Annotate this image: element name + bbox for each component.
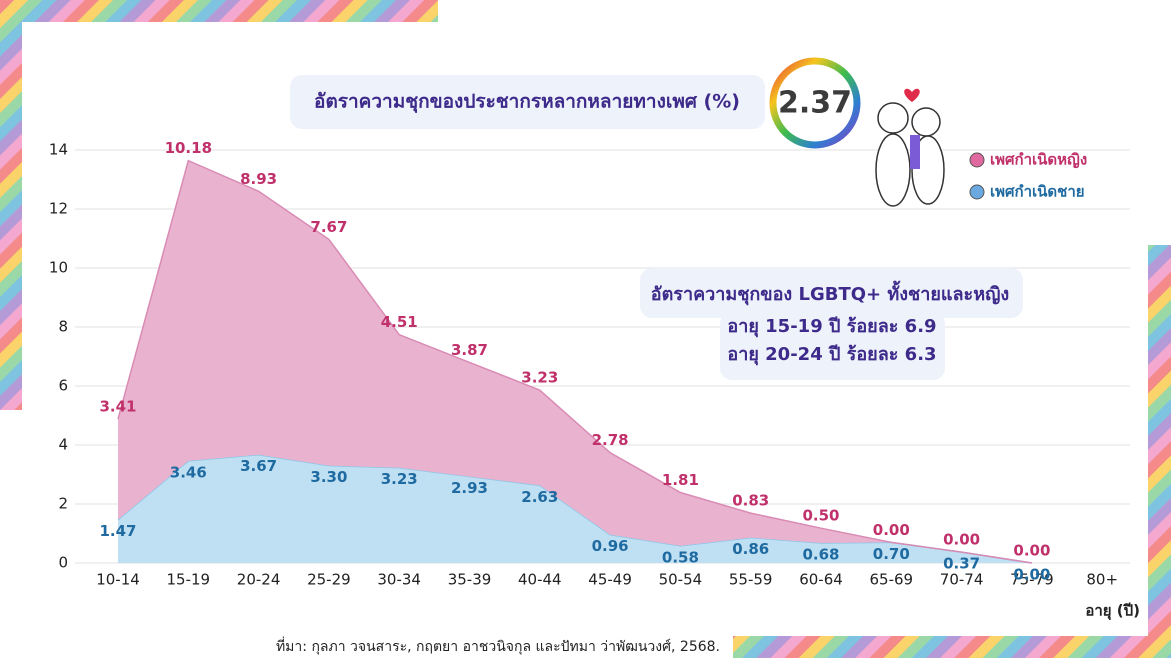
y-tick-label: 10 — [49, 259, 68, 277]
x-tick-label: 70-74 — [940, 571, 984, 589]
annotation: อายุ 20-24 ปี ร้อยละ 6.3 — [727, 344, 936, 366]
legend-marker — [969, 184, 985, 200]
data-label: 2.78 — [592, 431, 629, 449]
data-label: 3.30 — [310, 468, 347, 486]
data-label: 2.93 — [451, 479, 488, 497]
y-tick-label: 0 — [58, 554, 68, 572]
x-tick-label: 75-79 — [1010, 571, 1054, 589]
area — [118, 454, 1032, 563]
area — [118, 160, 1032, 563]
legend-label: เพศกำเนิดชาย — [990, 183, 1085, 201]
chart-title: อัตราความชุกของประชากรหลากหลายทางเพศ (%) — [314, 91, 740, 114]
source-note: ที่มา: กุลภา วจนสาระ, กฤตยา อาชวนิจกุล แ… — [276, 637, 720, 655]
data-label: 3.23 — [521, 369, 558, 387]
x-tick-label: 15-19 — [167, 571, 211, 589]
data-label: 0.70 — [873, 545, 910, 563]
data-label: 2.63 — [521, 488, 558, 506]
y-tick-label: 6 — [58, 377, 68, 395]
data-label: 1.47 — [99, 522, 136, 540]
x-tick-label: 80+ — [1086, 571, 1118, 589]
title-box — [290, 75, 765, 129]
annotation: อัตราความชุกของ LGBTQ+ ทั้งชายและหญิง — [651, 280, 1009, 306]
y-tick-label: 8 — [58, 318, 68, 336]
legend-label: เพศกำเนิดหญิง — [990, 151, 1087, 169]
annotation-box — [720, 312, 945, 380]
data-label: 0.86 — [732, 540, 769, 558]
x-tick-label: 30-34 — [377, 571, 421, 589]
x-tick-label: 25-29 — [307, 571, 351, 589]
rate-ring — [769, 57, 861, 149]
data-label: 0.00 — [1013, 566, 1050, 584]
y-tick-label: 4 — [58, 436, 68, 454]
mascot — [875, 88, 945, 207]
data-label: 3.46 — [170, 463, 207, 481]
x-tick-label: 60-64 — [799, 571, 843, 589]
data-label: 8.93 — [240, 170, 277, 188]
data-label: 3.23 — [381, 470, 418, 488]
data-label: 1.81 — [662, 471, 699, 489]
data-label: 3.41 — [99, 398, 136, 416]
data-label: 0.50 — [802, 507, 839, 525]
data-label: 3.87 — [451, 341, 488, 359]
data-label: 4.51 — [381, 313, 418, 331]
x-tick-label: 40-44 — [518, 571, 562, 589]
data-label: 0.00 — [873, 521, 910, 539]
data-label: 7.67 — [310, 218, 347, 236]
area-line — [117, 159, 1033, 564]
y-tick-label: 2 — [58, 495, 68, 513]
x-tick-label: 65-69 — [870, 571, 914, 589]
x-axis-label: อายุ (ปี) — [1085, 602, 1140, 621]
data-label: 0.58 — [662, 548, 699, 566]
y-tick-label: 12 — [49, 200, 68, 218]
data-label: 0.68 — [802, 545, 839, 563]
data-label: 0.00 — [943, 531, 980, 549]
annotation: อายุ 15-19 ปี ร้อยละ 6.9 — [727, 316, 936, 338]
overall-rate: 2.37 — [778, 86, 852, 121]
data-label: 10.18 — [165, 139, 212, 157]
x-tick-label: 10-14 — [96, 571, 140, 589]
y-tick-label: 14 — [49, 141, 68, 159]
data-label: 0.00 — [1013, 542, 1050, 560]
x-tick-label: 35-39 — [448, 571, 492, 589]
x-tick-label: 45-49 — [588, 571, 632, 589]
plot — [75, 149, 1130, 564]
legend-marker — [969, 152, 985, 168]
x-tick-label: 20-24 — [237, 571, 281, 589]
data-label: 0.96 — [592, 537, 629, 555]
data-label: 3.67 — [240, 457, 277, 475]
x-tick-label: 55-59 — [729, 571, 773, 589]
x-tick-label: 50-54 — [659, 571, 703, 589]
data-label: 0.83 — [732, 492, 769, 510]
annotation-box — [640, 268, 1023, 318]
data-label: 0.37 — [943, 555, 980, 573]
